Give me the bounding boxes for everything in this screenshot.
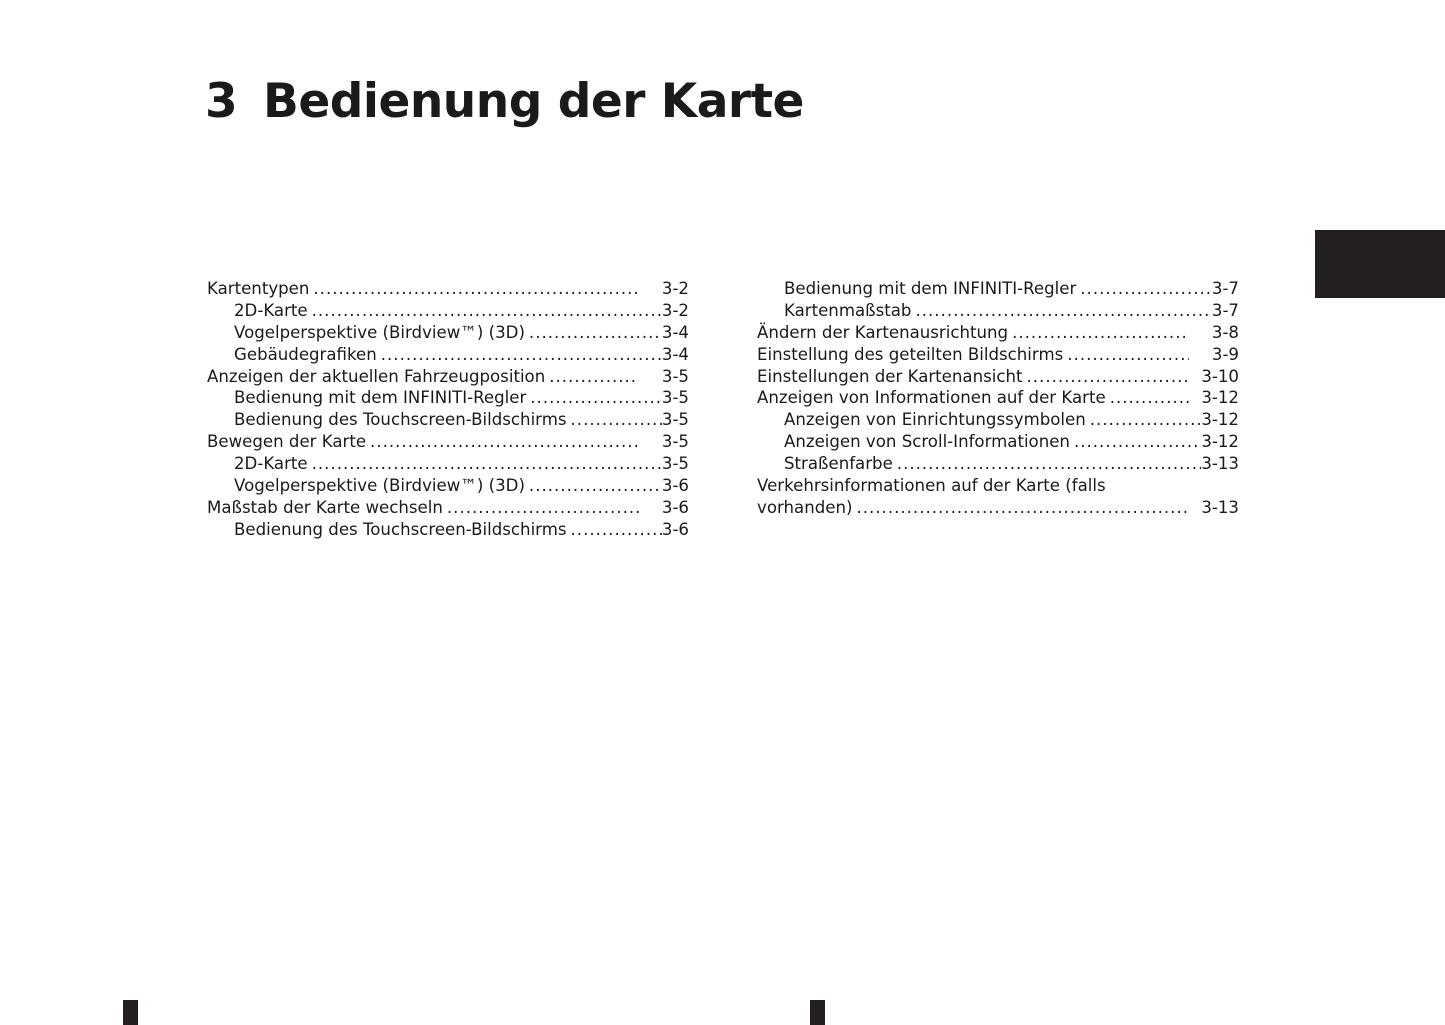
toc-entry-label: Straßenfarbe — [784, 454, 893, 474]
toc-entry-label: Maßstab der Karte wechseln — [207, 497, 443, 517]
toc-entry-page: 3-6 — [661, 497, 689, 517]
leader-dots — [366, 431, 639, 453]
toc-entry-label: Bedienung mit dem INFINITI-Regler — [234, 388, 527, 408]
toc-entry-page: 3-2 — [661, 279, 689, 298]
toc-entry-page: 3-7 — [1211, 300, 1239, 320]
toc-entry[interactable]: Anzeigen der aktuellen Fahrzeugposition 3… — [207, 366, 689, 388]
toc-entry[interactable]: Kartentypen 3-2 — [207, 278, 689, 300]
toc-entry-page: 3-4 — [661, 322, 689, 342]
toc-entry-page: 3-10 — [1201, 366, 1239, 386]
leader-dots — [1106, 387, 1189, 409]
leader-dots — [308, 300, 662, 322]
toc-entry[interactable]: Bedienung mit dem INFINITI-Regler 3-5 — [207, 387, 689, 409]
toc-entry-page: 3-5 — [661, 454, 689, 474]
toc-entry[interactable]: Bedienung mit dem INFINITI-Regler 3-7 — [757, 278, 1239, 300]
toc-entry-label: Einstellungen der Kartenansicht — [757, 366, 1023, 386]
toc-entry-page: 3-5 — [661, 432, 689, 452]
toc-entry-label: Anzeigen von Einrichtungssymbolen — [784, 410, 1086, 430]
toc-entry[interactable]: Einstellung des geteilten Bildschirms 3-9 — [757, 344, 1239, 366]
toc-entry[interactable]: Anzeigen von Informationen auf der Karte… — [757, 387, 1239, 409]
toc-entry[interactable]: Anzeigen von Einrichtungssymbolen 3-12 — [757, 409, 1239, 431]
leader-dots — [525, 475, 662, 497]
toc-entry-label: Anzeigen von Scroll-Informationen — [784, 432, 1070, 452]
toc-entry-page: 3-6 — [661, 476, 689, 496]
leader-dots — [545, 366, 639, 388]
toc-entry-label: Bedienung des Touchscreen-Bildschirms — [234, 410, 567, 430]
leader-dots — [852, 497, 1189, 519]
leader-dots — [308, 453, 662, 475]
toc-column-right: Bedienung mit dem INFINITI-Regler3-7Kart… — [757, 278, 1239, 519]
toc-entry-page: 3-9 — [1211, 344, 1239, 364]
toc-entry-page: 3-12 — [1201, 410, 1239, 430]
leader-dots — [525, 322, 662, 344]
toc-entry[interactable]: Anzeigen von Scroll-Informationen 3-12 — [757, 431, 1239, 453]
crop-mark — [123, 1000, 138, 1025]
toc-entry-label: Gebäudegrafiken — [234, 344, 377, 364]
toc-entry-label: Ändern der Kartenausrichtung — [757, 322, 1009, 342]
toc-entry[interactable]: Vogelperspektive (Birdview™) (3D) 3-6 — [207, 475, 689, 497]
toc-entry[interactable]: Straßenfarbe 3-13 — [757, 453, 1239, 475]
toc-entry-label: Bewegen der Karte — [207, 432, 367, 452]
toc-entry-page: 3-8 — [1211, 322, 1239, 342]
toc-entry-continuation[interactable]: vorhanden) 3-13 — [757, 497, 1239, 519]
toc-entry-label: Kartenmaßstab — [784, 300, 912, 320]
chapter-tab-marker — [1315, 230, 1445, 298]
toc-entry-page: 3-6 — [661, 519, 689, 539]
leader-dots — [1023, 366, 1190, 388]
toc-entry[interactable]: Bedienung des Touchscreen-Bildschirms 3-6 — [207, 519, 689, 541]
leader-dots — [309, 278, 639, 300]
chapter-number: 3 — [205, 74, 238, 129]
toc-entry[interactable]: Maßstab der Karte wechseln 3-6 — [207, 497, 689, 519]
toc-entry-label: Vogelperspektive (Birdview™) (3D) — [234, 476, 525, 496]
toc-entry-label: Vogelperspektive (Birdview™) (3D) — [234, 322, 525, 342]
leader-dots — [567, 519, 662, 541]
toc-entry[interactable]: Einstellungen der Kartenansicht 3-10 — [757, 366, 1239, 388]
toc-entry-page: 3-5 — [661, 388, 689, 408]
toc-entry-label: Anzeigen der aktuellen Fahrzeugposition — [207, 366, 546, 386]
toc-entry[interactable]: Verkehrsinformationen auf der Karte (fal… — [757, 475, 1239, 497]
toc-entry-label: Anzeigen von Informationen auf der Karte — [757, 388, 1106, 408]
chapter-title-text: Bedienung der Karte — [263, 74, 804, 129]
leader-dots — [1063, 344, 1189, 366]
leader-dots — [526, 387, 662, 409]
leader-dots — [1008, 322, 1189, 344]
toc-entry-label: Einstellung des geteilten Bildschirms — [757, 344, 1064, 364]
toc-entry[interactable]: Gebäudegrafiken 3-4 — [207, 344, 689, 366]
crop-mark — [810, 1000, 825, 1025]
toc-entry-page: 3-12 — [1201, 432, 1239, 452]
leader-dots — [893, 453, 1202, 475]
toc-entry-page: 3-4 — [661, 344, 689, 364]
toc-column-left: Kartentypen3-22D-Karte3-2Vogelperspektiv… — [207, 278, 689, 541]
toc-entry-page: 3-2 — [661, 300, 689, 320]
toc-entry-page: 3-13 — [1201, 454, 1239, 474]
toc-entry[interactable]: 2D-Karte 3-2 — [207, 300, 689, 322]
toc-entry[interactable]: Kartenmaßstab 3-7 — [757, 300, 1239, 322]
leader-dots — [567, 409, 662, 431]
toc-entry-page: 3-5 — [661, 366, 689, 386]
leader-dots — [911, 300, 1211, 322]
toc-entry[interactable]: 2D-Karte 3-5 — [207, 453, 689, 475]
toc-entry-label: 2D-Karte — [234, 454, 308, 474]
toc-entry-label: 2D-Karte — [234, 300, 308, 320]
chapter-title: 3 Bedienung der Karte — [205, 74, 804, 129]
leader-dots — [377, 344, 662, 366]
toc-entry[interactable]: Bewegen der Karte 3-5 — [207, 431, 689, 453]
leader-dots — [1076, 278, 1212, 300]
leader-dots — [1086, 409, 1202, 431]
toc-entry-label: Kartentypen — [207, 279, 310, 298]
toc-entry-page: 3-5 — [661, 410, 689, 430]
toc-entry-label: Bedienung des Touchscreen-Bildschirms — [234, 519, 567, 539]
toc-entry-page: 3-7 — [1211, 279, 1239, 298]
toc-entry-page: 3-13 — [1201, 497, 1239, 517]
leader-dots — [443, 497, 639, 519]
toc-entry[interactable]: Bedienung des Touchscreen-Bildschirms 3-5 — [207, 409, 689, 431]
toc-entry-label: Bedienung mit dem INFINITI-Regler — [784, 279, 1077, 298]
toc-entry-label: vorhanden) — [757, 497, 853, 517]
toc-entry-page: 3-12 — [1201, 388, 1239, 408]
leader-dots — [1070, 431, 1201, 453]
toc-entry-label: Verkehrsinformationen auf der Karte (fal… — [757, 476, 1106, 496]
toc-entry[interactable]: Vogelperspektive (Birdview™) (3D) 3-4 — [207, 322, 689, 344]
toc-entry[interactable]: Ändern der Kartenausrichtung 3-8 — [757, 322, 1239, 344]
